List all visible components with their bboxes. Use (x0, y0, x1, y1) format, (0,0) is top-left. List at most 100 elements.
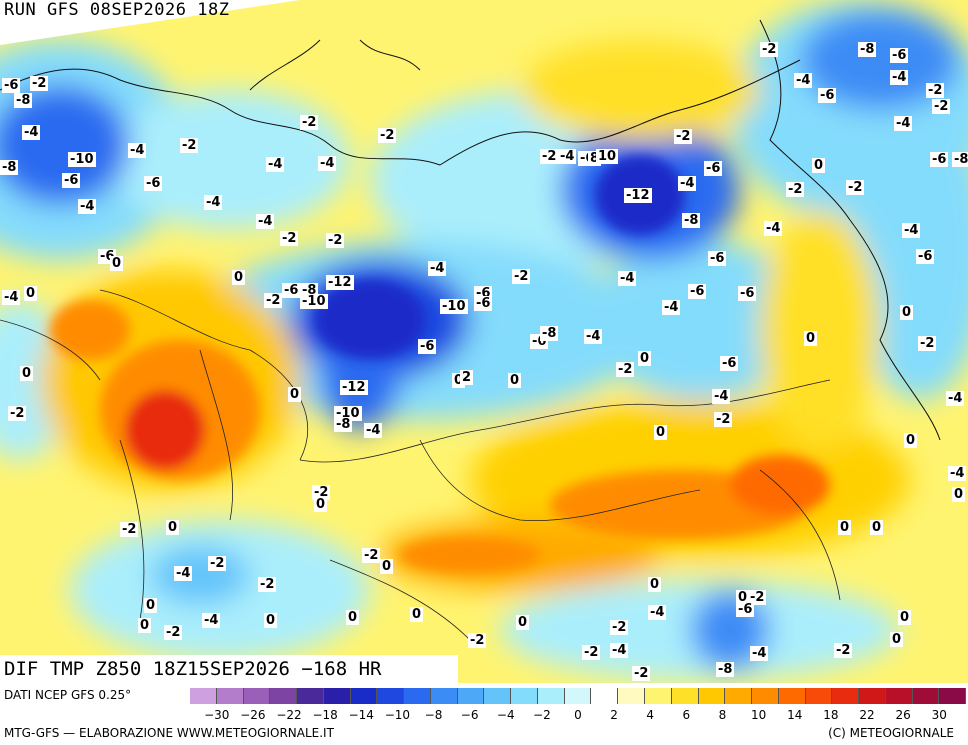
legend-tick-label: 8 (718, 708, 727, 722)
contour-label: 0 (952, 487, 966, 502)
legend-tick-label: −4 (496, 708, 515, 722)
contour-label: -4 (584, 329, 603, 344)
contour-label: -4 (662, 300, 681, 315)
contour-label: 0 (264, 613, 278, 628)
contour-label: -4 (764, 221, 783, 236)
legend-swatch (430, 688, 458, 704)
contour-label: 0 (516, 615, 530, 630)
legend-swatch (645, 688, 672, 704)
legend-swatch (698, 688, 726, 704)
contour-label: -6 (916, 249, 935, 264)
legend-swatch (350, 688, 378, 704)
contour-label: -4 (946, 391, 965, 406)
legend-tick-label: 22 (859, 708, 875, 722)
contour-label: -4 (678, 176, 697, 191)
data-source: DATI NCEP GFS 0.25° (4, 688, 132, 702)
contour-label: -4 (202, 613, 221, 628)
contour-label: -4 (648, 605, 667, 620)
contour-label: -4 (78, 199, 97, 214)
contour-label: -6 (704, 161, 723, 176)
contour-label: -10 (300, 294, 328, 309)
contour-label: -2 (932, 99, 951, 114)
contour-label: -2 (468, 633, 487, 648)
contour-label: 0 (736, 590, 750, 605)
contour-label: -2 (312, 485, 331, 500)
legend-swatch (618, 688, 646, 704)
contour-label: -2 (362, 548, 381, 563)
contour-label: -2 (264, 293, 283, 308)
contour-label: 0 (812, 158, 826, 173)
contour-label: 0 (346, 610, 360, 625)
legend-tick-label: 30 (931, 708, 947, 722)
map-edge (0, 0, 300, 45)
contour-label: -8 (334, 417, 353, 432)
contour-label: 10 (596, 149, 619, 164)
legend-swatch (778, 688, 806, 704)
contour-label: 0 (138, 618, 152, 633)
contour-label: 0 (166, 520, 180, 535)
contour-label: -6 (2, 78, 21, 93)
contour-label: 0 (380, 559, 394, 574)
legend-swatch (297, 688, 324, 704)
legend-swatch (859, 688, 886, 704)
contour-label: -6 (720, 356, 739, 371)
contour-label: -6 (930, 152, 949, 167)
contour-label: 0 (24, 286, 38, 301)
contour-label: -4 (318, 156, 337, 171)
legend-tick-label: 2 (610, 708, 618, 722)
legend-tick-label: −18 (312, 708, 338, 722)
contour-label: -2 (8, 406, 27, 421)
legend-swatch (511, 688, 538, 704)
contour-label: 0 (890, 632, 904, 647)
contour-label: 0 (870, 520, 884, 535)
contour-label: 0 (638, 351, 652, 366)
contour-label: 2 (460, 370, 474, 385)
contour-label: -6 (418, 339, 437, 354)
legend-tick-label: 10 (750, 708, 767, 722)
contour-label: -4 (948, 466, 967, 481)
contour-label: -2 (30, 76, 49, 91)
contour-label: -4 (894, 116, 913, 131)
legend-swatch (939, 688, 967, 704)
contour-label: -2 (280, 231, 299, 246)
run-header: RUN GFS 08SEP2026 18Z (4, 0, 230, 20)
legend-swatch (725, 688, 753, 704)
contour-label: -8 (0, 160, 19, 175)
legend-tick-label: −22 (276, 708, 302, 722)
contour-label: 0 (838, 520, 852, 535)
contour-label: -4 (750, 646, 769, 661)
contour-label: -12 (326, 275, 354, 290)
contour-label: -6 (818, 88, 837, 103)
legend-tick-label: −6 (460, 708, 479, 722)
contour-label: -6 (708, 251, 727, 266)
contour-label: -2 (512, 269, 531, 284)
contour-label: -2 (208, 556, 227, 571)
contour-label: -2 (748, 590, 767, 605)
legend-swatch (832, 688, 860, 704)
legend-swatch (752, 688, 779, 704)
contour-label: -2 (834, 643, 853, 658)
contour-label: -12 (340, 380, 368, 395)
contour-label: -2 (632, 666, 651, 681)
legend-swatch (805, 688, 833, 704)
contour-label: -8 (716, 662, 735, 677)
contour-label: -6 (738, 286, 757, 301)
contour-label: 0 (144, 598, 158, 613)
legend-swatch (323, 688, 351, 704)
contour-label: 0 (898, 610, 912, 625)
contour-label: -4 (794, 73, 813, 88)
legend-swatch (190, 688, 217, 704)
contour-label: -10 (68, 152, 96, 167)
contour-label: -4 (890, 70, 909, 85)
contour-label: -2 (610, 620, 629, 635)
legend-swatch (912, 688, 940, 704)
contour-label: -4 (22, 125, 41, 140)
anomaly-cores (50, 155, 830, 573)
contour-label: -6 (474, 296, 493, 311)
validity-title: DIF TMP Z850 18Z15SEP2026 −168 HR (0, 655, 458, 683)
contour-label: -8 (858, 42, 877, 57)
contour-label: -2 (180, 138, 199, 153)
contour-label: 0 (410, 607, 424, 622)
contour-label: 0 (648, 577, 662, 592)
legend-tick-label: −10 (384, 708, 411, 722)
